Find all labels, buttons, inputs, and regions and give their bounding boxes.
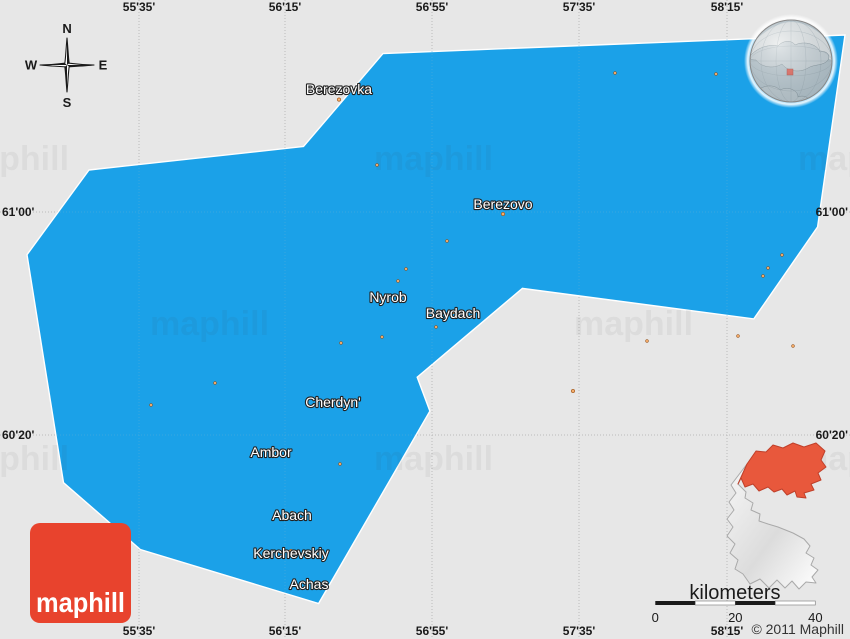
svg-text:60'20': 60'20' — [816, 428, 849, 442]
svg-text:60'20': 60'20' — [2, 428, 35, 442]
svg-text:61'00': 61'00' — [816, 205, 849, 219]
svg-text:© 2011 Maphill: © 2011 Maphill — [751, 621, 844, 637]
svg-text:57'35': 57'35' — [563, 0, 596, 14]
svg-text:N: N — [62, 21, 71, 36]
svg-text:Nyrob: Nyrob — [369, 289, 407, 305]
svg-text:55'35': 55'35' — [123, 0, 156, 14]
svg-text:20: 20 — [728, 610, 742, 625]
svg-text:55'35': 55'35' — [123, 624, 156, 638]
svg-text:56'15': 56'15' — [269, 624, 302, 638]
svg-text:57'35': 57'35' — [563, 624, 596, 638]
svg-text:58'15': 58'15' — [711, 0, 744, 14]
svg-text:0: 0 — [652, 610, 659, 625]
svg-text:Berezovka: Berezovka — [306, 81, 372, 97]
svg-text:56'55': 56'55' — [416, 624, 449, 638]
svg-text:Abach: Abach — [272, 507, 312, 523]
svg-text:Baydach: Baydach — [426, 305, 480, 321]
svg-text:56'15': 56'15' — [269, 0, 302, 14]
svg-text:W: W — [25, 58, 38, 73]
svg-text:Kerchevskiy: Kerchevskiy — [253, 545, 328, 561]
svg-text:S: S — [63, 95, 72, 110]
svg-text:58'15': 58'15' — [711, 624, 744, 638]
svg-text:Cherdyn': Cherdyn' — [305, 394, 361, 410]
svg-text:Berezovo: Berezovo — [473, 196, 532, 212]
svg-text:Achas: Achas — [290, 576, 329, 592]
svg-text:61'00': 61'00' — [2, 205, 35, 219]
svg-text:Ambor: Ambor — [250, 444, 292, 460]
svg-text:56'55': 56'55' — [416, 0, 449, 14]
svg-text:maphill: maphill — [36, 587, 125, 618]
svg-text:E: E — [99, 58, 108, 73]
